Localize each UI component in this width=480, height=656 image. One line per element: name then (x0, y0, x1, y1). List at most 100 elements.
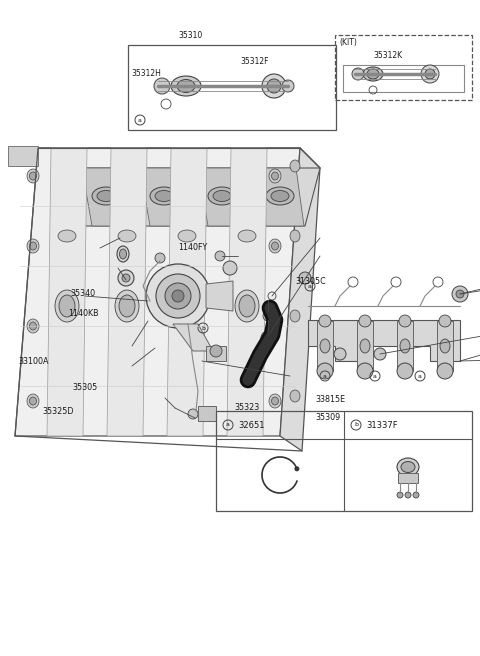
Polygon shape (256, 168, 304, 226)
Circle shape (334, 348, 346, 360)
Polygon shape (248, 301, 275, 387)
Polygon shape (280, 148, 320, 451)
Ellipse shape (235, 290, 259, 322)
Ellipse shape (55, 290, 79, 322)
Circle shape (263, 311, 273, 321)
Ellipse shape (269, 319, 281, 333)
Circle shape (165, 283, 191, 309)
Ellipse shape (272, 172, 278, 180)
Ellipse shape (272, 397, 278, 405)
Circle shape (215, 251, 225, 261)
Ellipse shape (272, 322, 278, 330)
Ellipse shape (179, 295, 195, 317)
Polygon shape (357, 321, 373, 371)
Circle shape (295, 467, 299, 471)
Ellipse shape (150, 187, 178, 205)
Text: 35323: 35323 (234, 403, 259, 413)
Circle shape (262, 74, 286, 98)
Circle shape (188, 409, 198, 419)
Circle shape (352, 68, 364, 80)
Text: 33100A: 33100A (18, 358, 48, 367)
Ellipse shape (213, 190, 231, 201)
Polygon shape (62, 168, 320, 226)
Text: 35325D: 35325D (42, 407, 73, 417)
Text: (KIT): (KIT) (339, 37, 357, 47)
Circle shape (154, 78, 170, 94)
Circle shape (282, 80, 294, 92)
Ellipse shape (440, 339, 450, 353)
Text: b: b (354, 422, 358, 428)
Ellipse shape (178, 230, 196, 242)
Ellipse shape (290, 310, 300, 322)
Circle shape (317, 363, 333, 379)
Text: 35312K: 35312K (373, 51, 402, 60)
Ellipse shape (58, 230, 76, 242)
Text: 35310: 35310 (178, 31, 202, 41)
Polygon shape (167, 148, 207, 436)
Circle shape (118, 270, 134, 286)
Ellipse shape (117, 246, 129, 262)
Polygon shape (47, 148, 87, 436)
Circle shape (319, 315, 331, 327)
Circle shape (425, 69, 435, 79)
Circle shape (146, 264, 210, 328)
Ellipse shape (29, 322, 36, 330)
Ellipse shape (177, 79, 195, 92)
Circle shape (399, 315, 411, 327)
Circle shape (413, 492, 419, 498)
Ellipse shape (269, 394, 281, 408)
Text: 31337F: 31337F (366, 420, 397, 430)
Ellipse shape (266, 187, 294, 205)
Ellipse shape (397, 458, 419, 476)
Ellipse shape (363, 67, 383, 81)
Text: 35312F: 35312F (240, 56, 268, 66)
Circle shape (223, 261, 237, 275)
Circle shape (359, 315, 371, 327)
Ellipse shape (401, 462, 415, 472)
Ellipse shape (272, 242, 278, 250)
Polygon shape (8, 146, 38, 166)
Ellipse shape (400, 339, 410, 353)
Polygon shape (15, 148, 300, 436)
Ellipse shape (269, 239, 281, 253)
Text: 1140FY: 1140FY (178, 243, 207, 253)
Circle shape (156, 274, 200, 318)
Ellipse shape (27, 239, 39, 253)
Circle shape (210, 345, 222, 357)
Ellipse shape (290, 390, 300, 402)
Text: a: a (373, 373, 377, 379)
Polygon shape (397, 321, 413, 371)
Ellipse shape (367, 69, 379, 79)
Circle shape (405, 492, 411, 498)
Ellipse shape (175, 290, 199, 322)
Ellipse shape (290, 160, 300, 172)
Circle shape (397, 363, 413, 379)
Ellipse shape (118, 230, 136, 242)
Polygon shape (227, 148, 267, 436)
Ellipse shape (27, 394, 39, 408)
Ellipse shape (29, 397, 36, 405)
Ellipse shape (171, 76, 201, 96)
Circle shape (357, 363, 373, 379)
Text: 32651: 32651 (238, 420, 264, 430)
Ellipse shape (27, 169, 39, 183)
Circle shape (122, 274, 130, 282)
Text: 35305: 35305 (72, 384, 97, 392)
Text: a: a (308, 283, 312, 289)
Ellipse shape (115, 290, 139, 322)
Ellipse shape (320, 339, 330, 353)
Text: 1140KB: 1140KB (68, 308, 98, 318)
Text: b: b (201, 325, 205, 331)
Ellipse shape (269, 169, 281, 183)
Text: a: a (418, 373, 422, 379)
Polygon shape (38, 148, 320, 168)
Polygon shape (206, 281, 233, 311)
Ellipse shape (120, 249, 127, 259)
Ellipse shape (238, 230, 256, 242)
Text: 31305C: 31305C (295, 277, 326, 287)
Ellipse shape (155, 190, 173, 201)
Text: 35312H: 35312H (131, 68, 161, 77)
Text: 35340: 35340 (70, 289, 95, 298)
Ellipse shape (29, 242, 36, 250)
Polygon shape (437, 321, 453, 371)
